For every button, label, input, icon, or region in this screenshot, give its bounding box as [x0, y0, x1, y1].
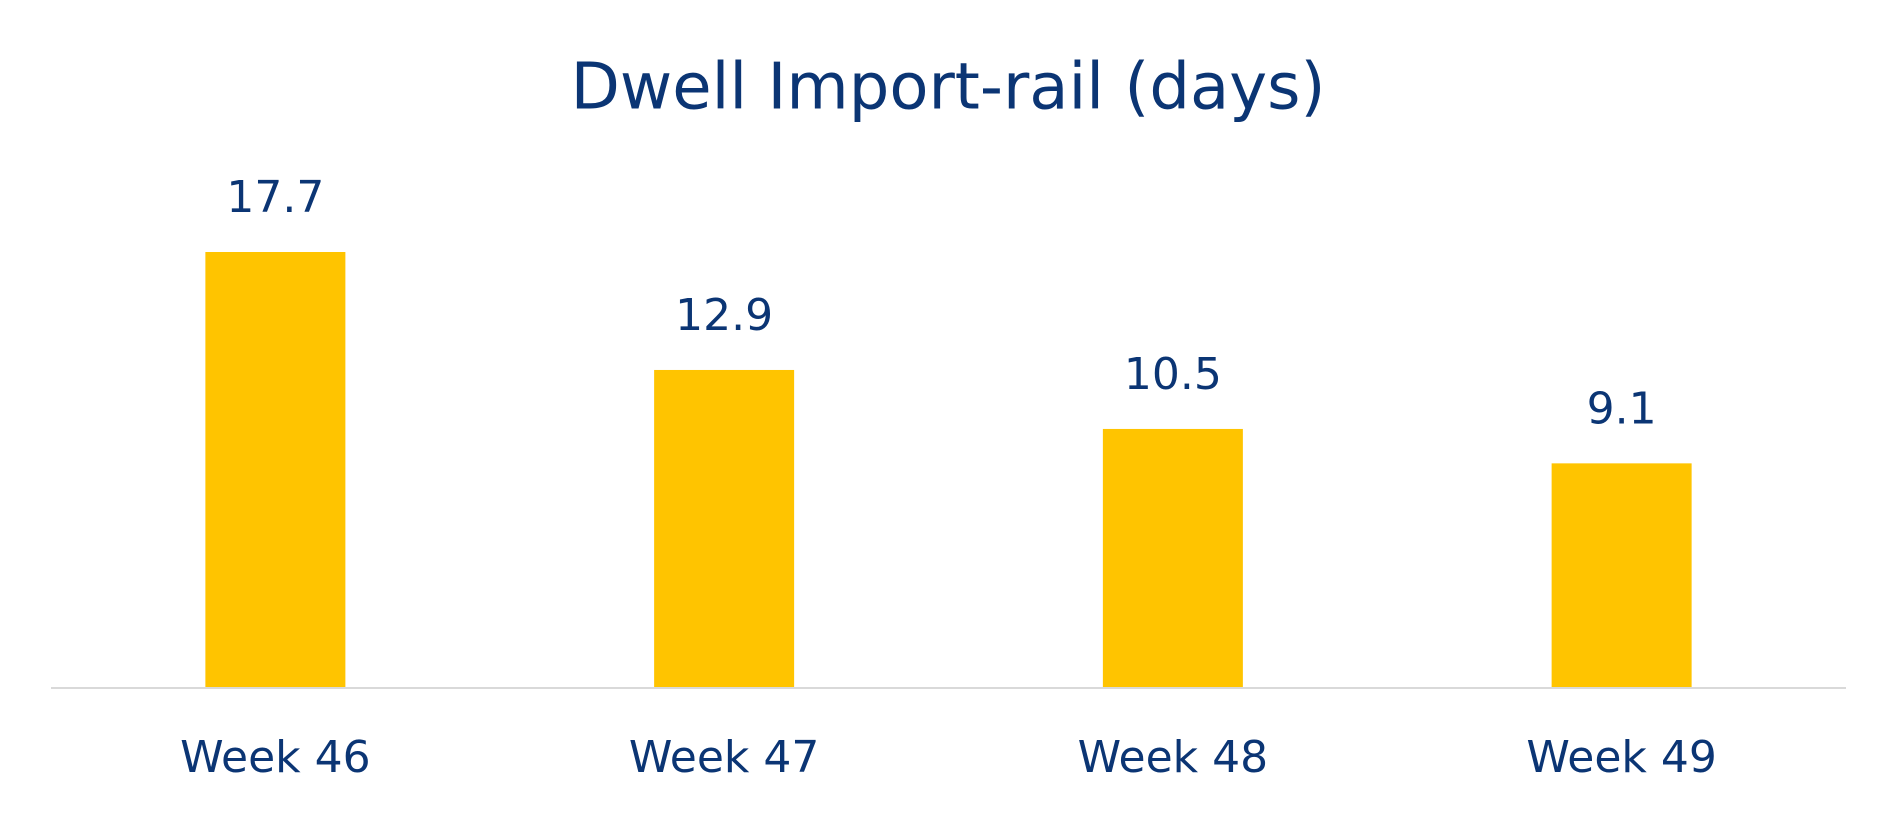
bar: [1102, 428, 1243, 687]
bar: [1551, 463, 1692, 687]
x-tick-label: Week 48: [1078, 732, 1269, 783]
x-tick-label: Week 49: [1526, 732, 1717, 783]
chart-title: Dwell Import-rail (days): [571, 51, 1326, 125]
x-tick-label: Week 46: [180, 732, 371, 783]
data-label: 17.7: [226, 172, 324, 223]
bar: [654, 369, 795, 687]
data-label: 9.1: [1587, 383, 1657, 434]
data-label: 12.9: [675, 290, 773, 341]
bar: [205, 252, 346, 687]
data-label: 10.5: [1124, 349, 1222, 400]
x-tick-label: Week 47: [629, 732, 820, 783]
